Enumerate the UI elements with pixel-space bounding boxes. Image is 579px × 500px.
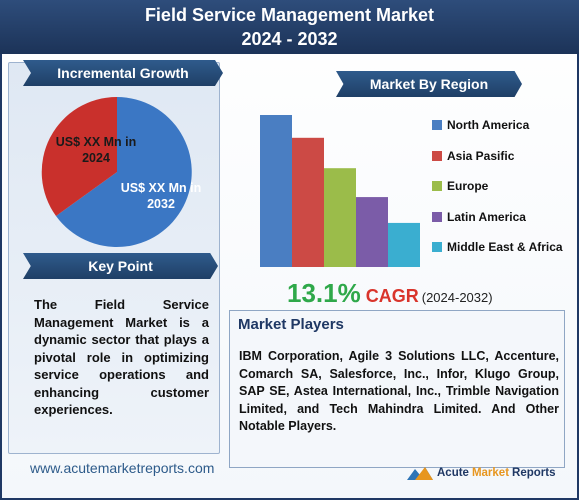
footer-url[interactable]: www.acutemarketreports.com	[30, 460, 215, 476]
region-legend: North America Asia Pasific Europe Latin …	[432, 110, 563, 263]
label-2024: US$ XX Mn in 2024	[55, 135, 137, 165]
incremental-growth-title: Incremental Growth	[23, 60, 223, 86]
brand-word-2: Market	[471, 467, 510, 479]
title-line-2: 2024 - 2032	[241, 29, 338, 49]
legend-item: Asia Pasific	[432, 141, 563, 172]
legend-item: Middle East & Africa	[432, 232, 563, 263]
market-players-box	[229, 310, 565, 468]
brand-word-1: Acute	[437, 467, 469, 479]
cagr-range: (2024-2032)	[421, 290, 493, 305]
legend-label: North America	[447, 118, 530, 133]
cagr-label: CAGR	[365, 286, 419, 306]
legend-item: Latin America	[432, 202, 563, 233]
cagr-value: 13.1%	[287, 278, 361, 308]
bar-asia-pasific	[292, 137, 324, 267]
legend-swatch	[432, 181, 442, 192]
page-title: Field Service Management Market 2024 - 2…	[0, 0, 579, 54]
legend-label: Latin America	[447, 209, 526, 224]
legend-swatch	[432, 150, 442, 161]
bar-europe	[324, 168, 356, 267]
market-players-title: Market Players	[238, 316, 344, 333]
market-players-text: IBM Corporation, Agile 3 Solutions LLC, …	[239, 349, 559, 433]
bar-north-america	[260, 115, 292, 267]
legend-label: Middle East & Africa	[447, 240, 563, 255]
legend-item: Europe	[432, 171, 563, 202]
legend-label: Europe	[447, 179, 489, 194]
brand-logo: Acute Market Reports	[407, 466, 555, 480]
legend-item: North America	[432, 110, 563, 141]
pie-slice-2032	[56, 97, 192, 247]
pie-slice-2024	[41, 96, 117, 216]
title-line-1: Field Service Management Market	[144, 5, 435, 25]
bar-latin-america	[356, 197, 388, 267]
label-2032: US$ XX Mn in 2032	[120, 181, 202, 211]
mountain-logo-icon	[407, 467, 433, 480]
key-point-title: Key Point	[23, 253, 218, 279]
bar-middle-east-africa	[388, 222, 420, 267]
brand-word-3: Reports	[512, 467, 556, 479]
market-by-region-title: Market By Region	[336, 71, 522, 97]
cagr-readout: 13.1% CAGR (2024-2032)	[287, 278, 493, 309]
region-bar-chart	[260, 115, 420, 267]
legend-swatch	[432, 120, 442, 131]
legend-label: Asia Pasific	[447, 148, 515, 163]
legend-swatch	[432, 242, 442, 253]
legend-swatch	[432, 211, 442, 222]
key-point-text: The Field Service Management Market is a…	[34, 297, 209, 417]
